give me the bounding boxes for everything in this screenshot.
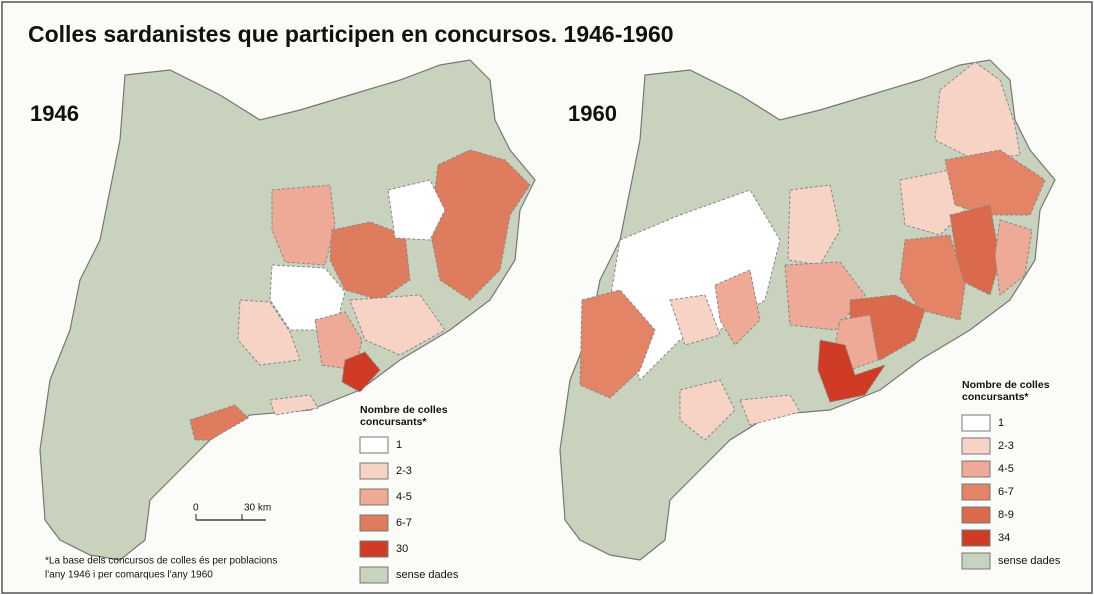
region (739, 394, 801, 426)
region (934, 61, 1021, 161)
legend-title: Nombre de colles (360, 404, 448, 416)
legend-title: concursants* (360, 416, 427, 428)
legend-label: 34 (998, 532, 1010, 544)
region (269, 264, 346, 331)
scale-label: 30 km (244, 503, 271, 514)
scale-label: 0 (193, 503, 199, 514)
legend-label: sense dades (998, 555, 1061, 567)
map-year: 1946 (30, 101, 79, 126)
legend-swatch (359, 540, 389, 558)
legend-swatch (961, 460, 991, 478)
region (341, 351, 381, 393)
legend-label: 1 (998, 417, 1004, 429)
legend-label: 8-9 (998, 509, 1014, 521)
legend-swatch (359, 566, 389, 584)
region (817, 339, 887, 403)
scale-bar: 0 30 km (193, 503, 271, 521)
legend-label: 6-7 (396, 517, 412, 529)
legend-swatch (359, 462, 389, 480)
legend-swatch (359, 436, 389, 454)
legend-label: 4-5 (396, 491, 412, 503)
region (784, 261, 866, 331)
region (429, 149, 531, 301)
region (994, 219, 1033, 296)
legend-label: 2-3 (998, 440, 1014, 452)
map-year: 1960 (568, 101, 617, 126)
legend-label: 30 (396, 543, 408, 555)
legend-swatch (961, 529, 991, 547)
legend-swatch (961, 414, 991, 432)
legend-title: concursants* (962, 391, 1029, 403)
legend-title: Nombre de colles (962, 379, 1050, 391)
region (787, 184, 841, 266)
region (669, 294, 721, 346)
legend-label: 1 (396, 439, 402, 451)
figure-title: Colles sardanistes que participen en con… (28, 21, 674, 47)
legend-swatch (359, 514, 389, 532)
region (899, 234, 966, 321)
region (329, 221, 411, 301)
legend-swatch (359, 488, 389, 506)
footnote: *La base dels concursos de colles és per… (45, 556, 277, 567)
legend-label: 4-5 (998, 463, 1014, 475)
legend-label: 2-3 (396, 465, 412, 477)
legend-swatch (961, 483, 991, 501)
legend-label: sense dades (396, 569, 459, 581)
region (314, 311, 363, 371)
region (237, 299, 301, 366)
map-1946 (39, 59, 536, 561)
region (349, 294, 446, 356)
region (949, 204, 1001, 296)
footnote: l'any 1946 i per comarques l'any 1960 (45, 570, 213, 581)
map-1960 (559, 59, 1056, 561)
region (579, 289, 656, 399)
legend-swatch (961, 552, 991, 570)
region (679, 379, 736, 441)
region (271, 184, 336, 266)
region (944, 149, 1046, 216)
legend-swatch (961, 506, 991, 524)
legend-swatch (961, 437, 991, 455)
region (269, 394, 319, 416)
region (714, 269, 761, 346)
region (189, 404, 249, 441)
legends: Nombre de collesconcursants*12-34-56-730… (359, 379, 1061, 584)
legend-label: 6-7 (998, 486, 1014, 498)
region (387, 179, 446, 241)
